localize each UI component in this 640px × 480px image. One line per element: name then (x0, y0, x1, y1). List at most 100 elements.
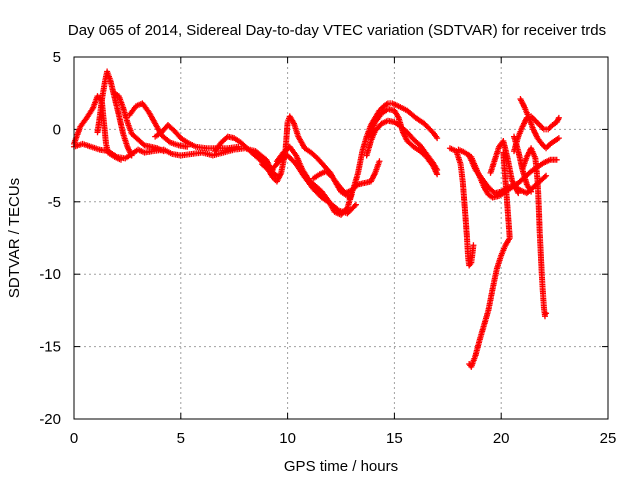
data-points (71, 68, 562, 370)
series-arc-v (519, 145, 550, 320)
data-point-run (500, 151, 511, 211)
data-point (553, 156, 560, 163)
data-point-run (318, 169, 328, 177)
data-point-run (127, 104, 138, 117)
data-point (543, 310, 550, 317)
data-point-run (554, 116, 562, 124)
data-point-run (302, 175, 316, 191)
data-point-run (405, 139, 416, 149)
data-point-run (355, 149, 365, 175)
data-point-run (405, 108, 418, 120)
data-point-run (253, 149, 268, 162)
data-point-run (414, 115, 426, 126)
data-point (466, 360, 473, 367)
chart-title: Day 065 of 2014, Sidereal Day-to-day VTE… (68, 22, 606, 39)
data-point-run (287, 145, 299, 157)
data-point (352, 201, 359, 208)
data-point-run (368, 129, 378, 143)
data-point-run (430, 164, 440, 176)
data-point-run (504, 157, 515, 182)
data-point-run (518, 97, 527, 110)
data-point-run (462, 207, 470, 240)
data-point-run (528, 146, 538, 160)
data-point-run (136, 147, 146, 155)
data-point-run (311, 172, 321, 181)
data-point-run (219, 134, 230, 145)
data-point-run (490, 267, 500, 290)
data-point (434, 171, 441, 178)
series-arc-j (267, 152, 359, 217)
data-point-run (373, 111, 384, 124)
data-point-run (166, 123, 177, 133)
data-point-run (506, 183, 516, 190)
data-point-run (153, 130, 163, 139)
data-point-run (400, 130, 410, 143)
data-point-run (78, 116, 89, 129)
data-point-run (550, 120, 559, 128)
series-arc-f (152, 122, 242, 152)
data-point (470, 242, 477, 249)
data-point-run (516, 125, 525, 138)
data-point-run (287, 114, 297, 126)
data-point-run (412, 144, 422, 153)
data-point-run (356, 180, 366, 188)
data-point-run (418, 149, 429, 159)
data-point-run (457, 162, 466, 183)
data-point-run (536, 229, 544, 254)
series-arc-s (466, 149, 513, 370)
data-point-run (285, 115, 292, 124)
data-point-run (424, 155, 435, 168)
data-point-run (380, 107, 390, 116)
data-point-run (366, 120, 378, 138)
x-tick-label: 10 (279, 430, 296, 447)
series-arc-o (446, 145, 477, 269)
y-tick-label: 5 (53, 49, 61, 66)
y-tick-label: -10 (39, 266, 61, 283)
data-point-run (538, 123, 546, 131)
data-point-run (84, 106, 96, 120)
data-point-run (463, 150, 473, 159)
data-point (160, 148, 167, 155)
data-point-run (411, 137, 422, 148)
x-tick-label: 25 (600, 430, 617, 447)
x-tick-label: 5 (177, 430, 185, 447)
data-point (528, 188, 535, 195)
data-point-run (271, 175, 279, 184)
data-point-run (397, 104, 409, 113)
data-point-run (285, 153, 298, 166)
data-point-run (531, 127, 540, 140)
data-point-run (130, 147, 140, 156)
data-point-run (185, 140, 197, 149)
data-point-run (274, 171, 284, 184)
data-point-run (320, 195, 332, 206)
data-point-run (226, 134, 236, 141)
data-point-run (390, 101, 401, 109)
series-arc-n (365, 106, 441, 178)
data-point-run (546, 123, 554, 131)
data-point-run (149, 144, 159, 151)
data-point-run (529, 165, 539, 174)
data-point-run (457, 147, 467, 155)
data-point-run (106, 149, 119, 159)
data-point-run (392, 109, 401, 120)
series-arc-u (517, 95, 562, 152)
series-arc-d (111, 90, 167, 155)
data-point (434, 135, 441, 142)
data-point-run (522, 106, 532, 120)
data-point (541, 313, 548, 320)
data-point-run (503, 236, 512, 247)
data-point (515, 190, 522, 197)
data-point-run (71, 125, 83, 146)
data-point-run (146, 110, 158, 126)
data-point-run (494, 254, 504, 270)
data-point-run (524, 182, 534, 194)
data-point-run (540, 142, 548, 150)
data-point-run (534, 178, 542, 204)
data-point-run (333, 209, 343, 218)
data-point-run (497, 189, 507, 198)
data-point-run (296, 135, 307, 150)
data-point-run (504, 207, 513, 240)
x-tick-label: 0 (70, 430, 78, 447)
data-point-run (268, 159, 281, 174)
data-point-run (101, 120, 109, 146)
